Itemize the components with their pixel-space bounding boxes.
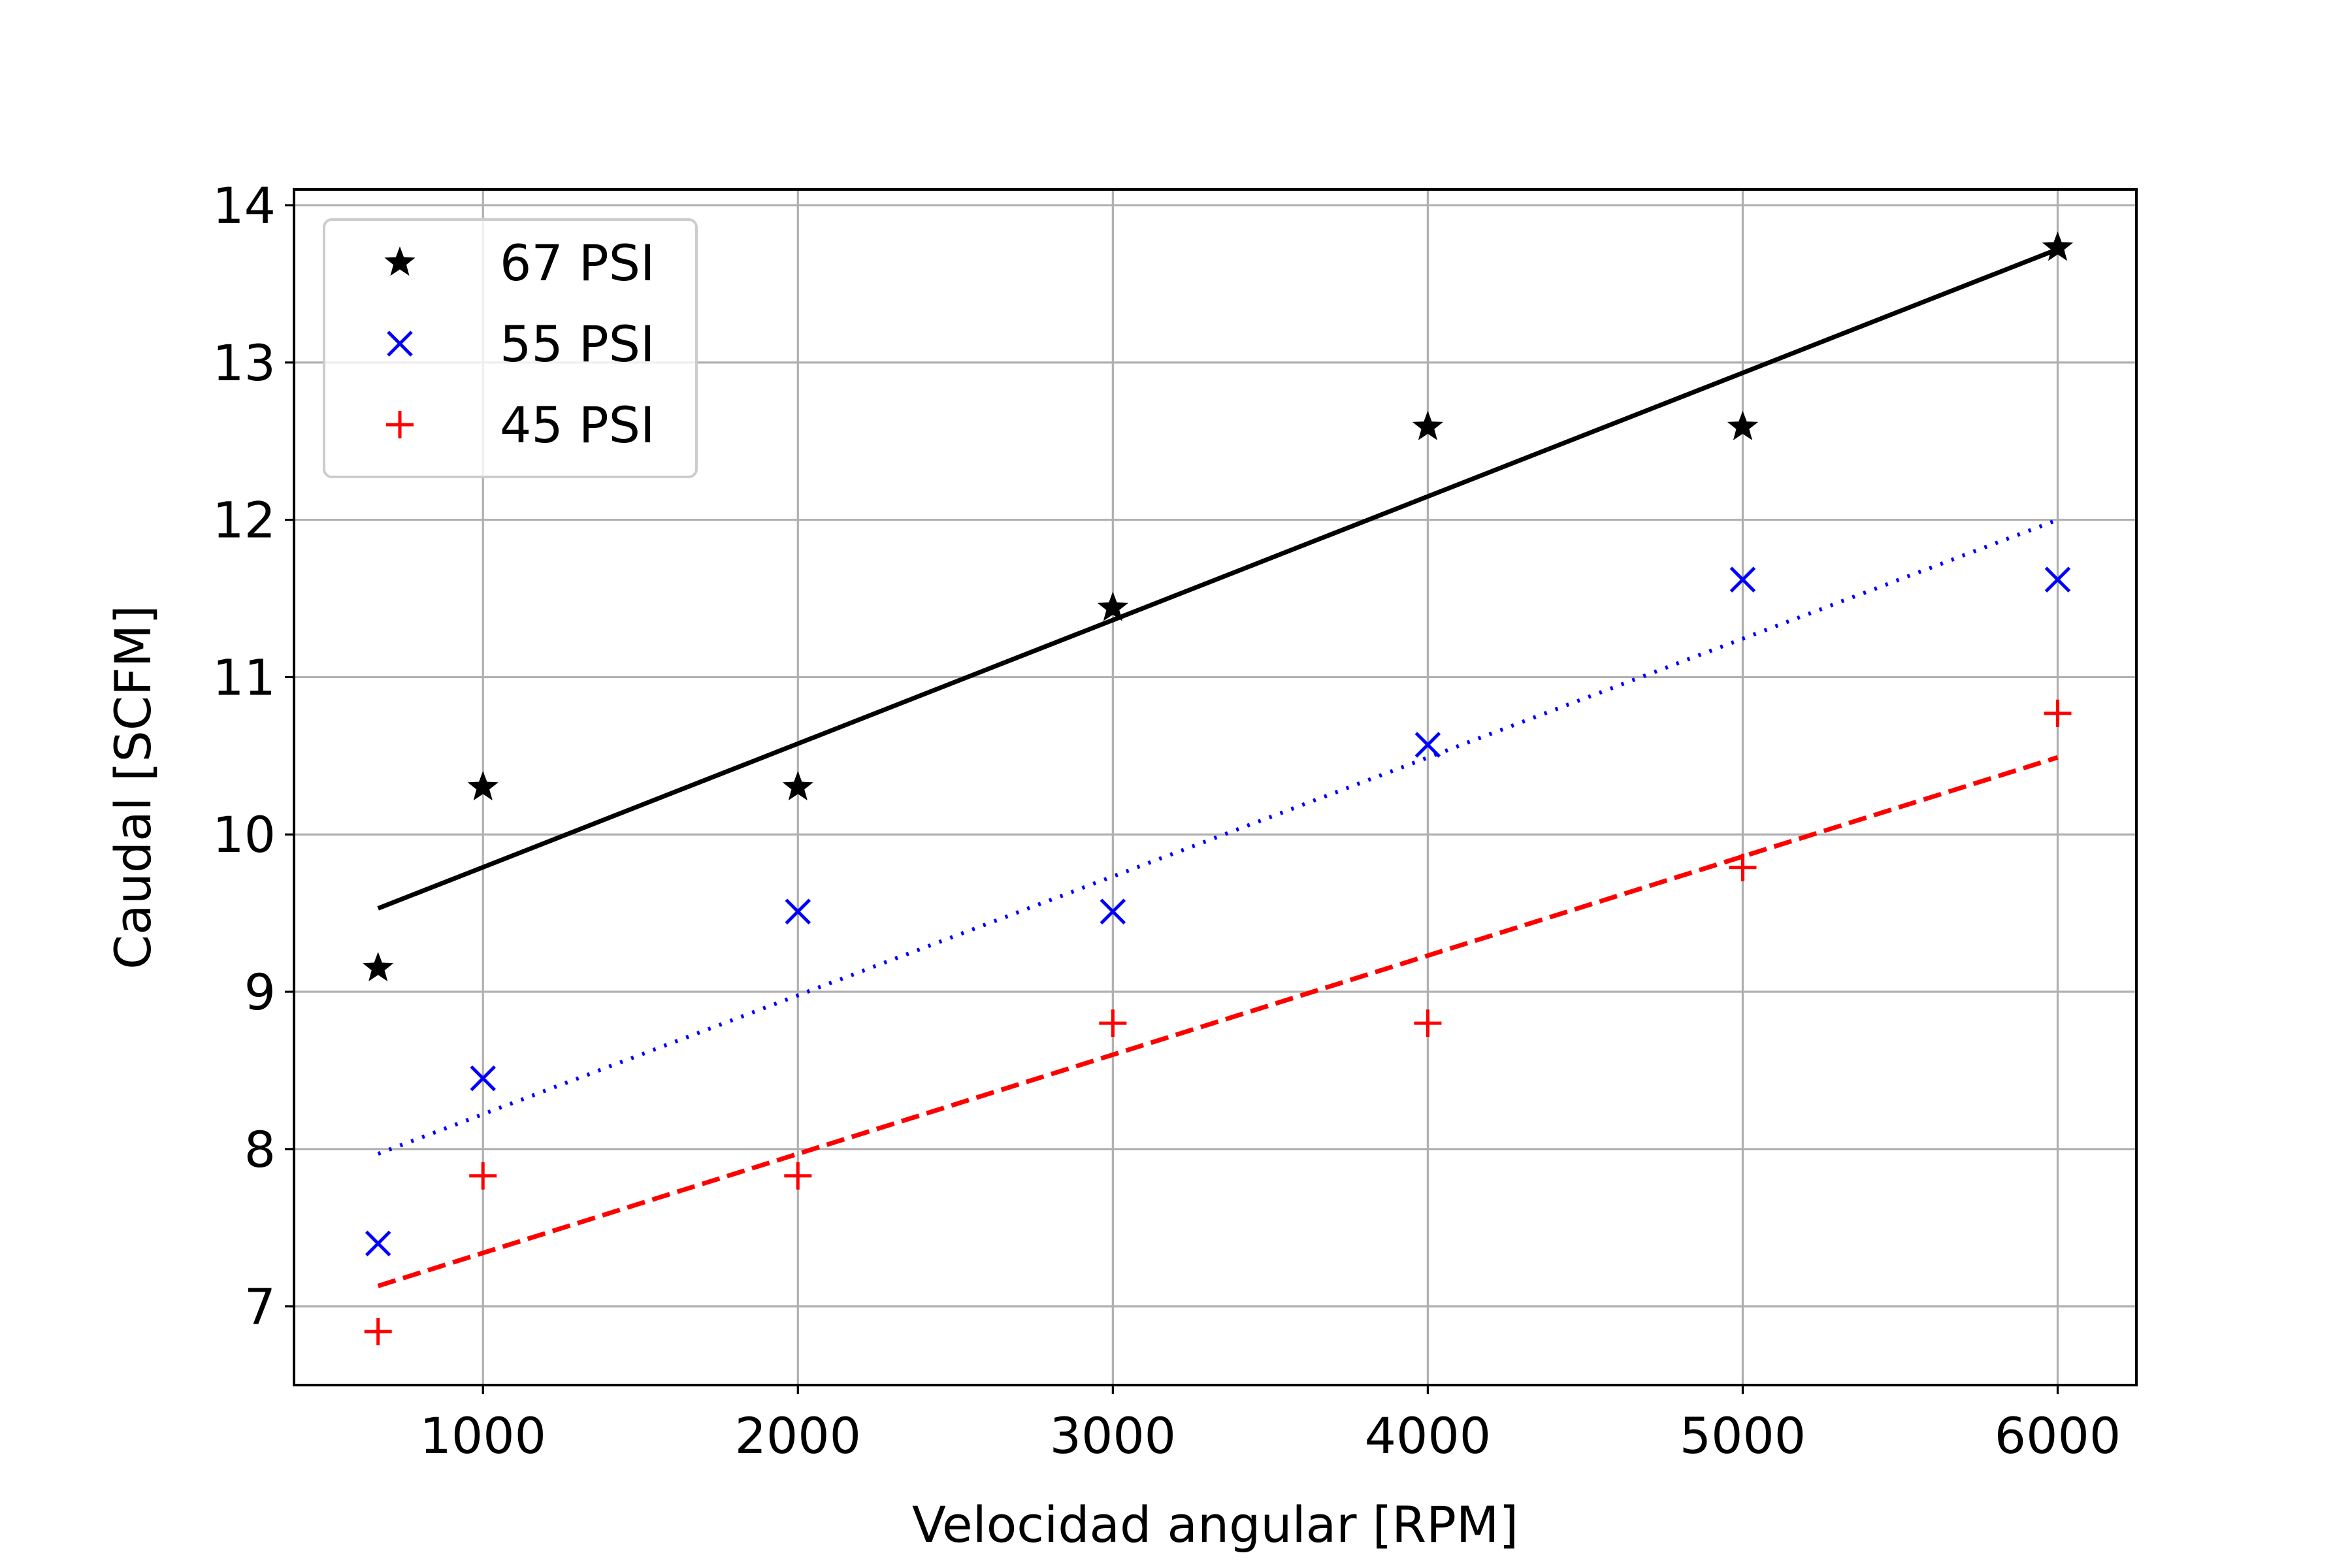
y-tick-label: 9 xyxy=(244,963,276,1021)
x-tick-label: 6000 xyxy=(1995,1407,2121,1465)
data-point xyxy=(784,1162,812,1190)
data-point xyxy=(2044,699,2072,727)
y-tick-label: 10 xyxy=(212,806,276,864)
x-tick-label: 5000 xyxy=(1680,1407,1806,1465)
legend-label: 55 PSI xyxy=(500,315,655,373)
data-point xyxy=(785,898,811,924)
y-tick-label: 8 xyxy=(244,1120,276,1179)
grid xyxy=(294,189,2136,1385)
y-tick-label: 13 xyxy=(212,334,276,392)
fit-line xyxy=(377,247,2059,911)
legend-box xyxy=(323,218,698,478)
data-point xyxy=(1729,853,1757,881)
legend-label: 67 PSI xyxy=(500,234,655,292)
legend-label: 45 PSI xyxy=(500,396,655,454)
data-point xyxy=(467,771,498,801)
x-tick-label: 4000 xyxy=(1365,1407,1491,1465)
data-point xyxy=(1097,591,1129,621)
y-tick-label: 12 xyxy=(212,491,276,549)
data-point xyxy=(1099,1009,1127,1037)
legend: 67 PSI 55 PSI 45 PSI xyxy=(323,218,698,478)
x-tick-label: 1000 xyxy=(420,1407,546,1465)
axis-ticks: 1000 2000 3000 4000 5000 6000 7 8 9 10 11 12 13 14 xyxy=(212,176,2121,1465)
fit-line xyxy=(377,517,2059,1156)
y-tick-label: 7 xyxy=(244,1278,276,1336)
data-point xyxy=(1100,898,1126,924)
y-tick-label: 11 xyxy=(212,648,276,706)
data-point xyxy=(1414,732,1441,758)
x-tick-label: 2000 xyxy=(735,1407,861,1465)
data-point xyxy=(470,1065,496,1092)
legend-marker xyxy=(386,411,414,438)
data-point xyxy=(363,952,394,982)
data-point xyxy=(1414,1009,1442,1037)
legend-marker xyxy=(384,246,416,276)
legend-marker xyxy=(387,331,413,357)
fit-line xyxy=(377,755,2059,1288)
x-tick-label: 3000 xyxy=(1050,1407,1176,1465)
plot-frame xyxy=(293,188,2138,1386)
data-point xyxy=(469,1162,497,1190)
data-markers xyxy=(363,231,2074,1346)
data-point xyxy=(1729,566,1756,593)
data-point xyxy=(2042,231,2074,261)
x-axis-label: Velocidad angular [RPM] xyxy=(912,1495,1518,1554)
data-point xyxy=(782,771,813,801)
data-point xyxy=(365,1230,391,1257)
data-point xyxy=(1412,410,1444,440)
y-tick-label: 14 xyxy=(212,176,276,235)
data-point xyxy=(364,1318,392,1346)
fit-lines xyxy=(377,247,2059,1288)
y-axis-label: Caudal [SCFM] xyxy=(104,605,162,970)
data-point xyxy=(2044,566,2071,593)
data-point xyxy=(1727,410,1759,440)
